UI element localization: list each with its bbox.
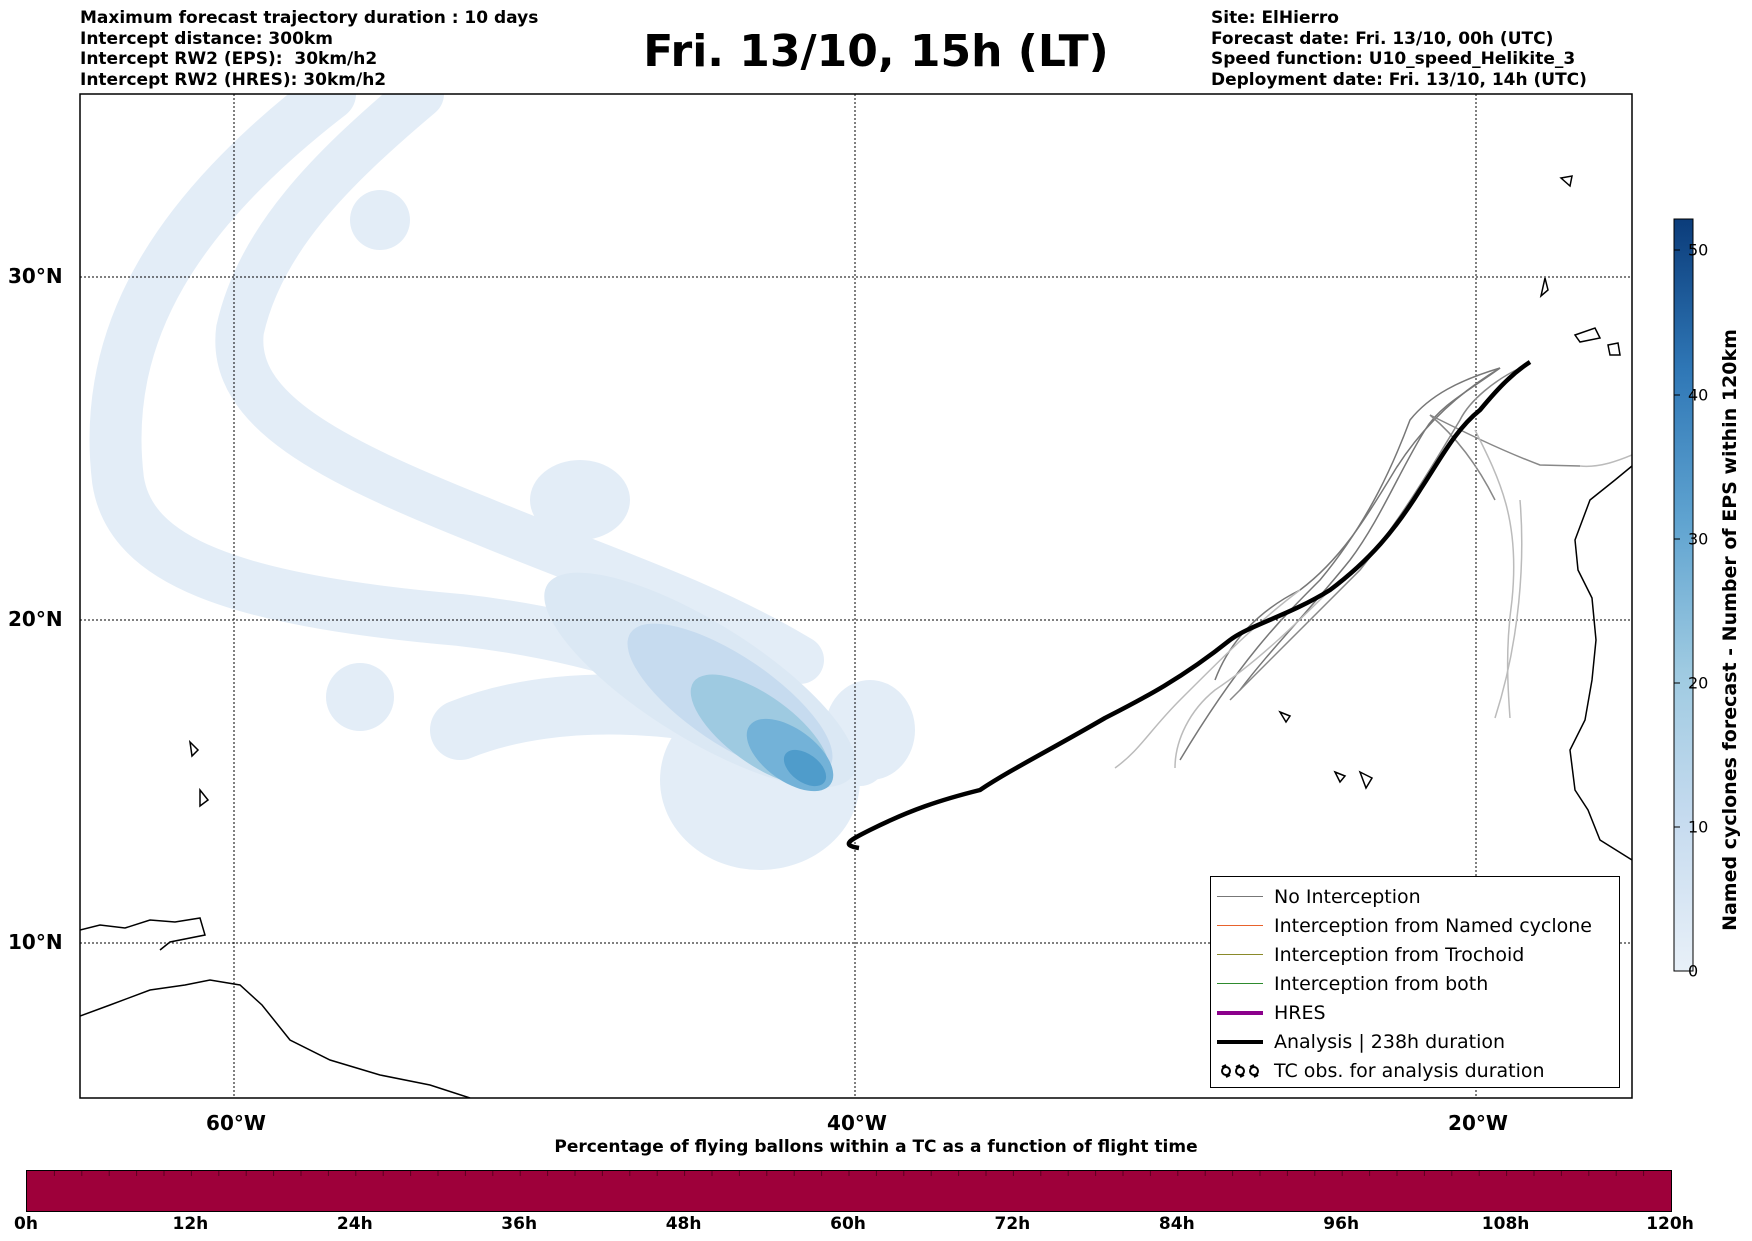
- colorbar-tick-0: 0: [1688, 961, 1699, 981]
- time-bar: [26, 1170, 1672, 1212]
- legend-label: Interception from Trochoid: [1274, 943, 1525, 966]
- colorbar-tick-40: 40: [1688, 385, 1709, 405]
- info-left-line: Maximum forecast trajectory duration : 1…: [80, 8, 539, 28]
- time-label: 108h: [1481, 1214, 1530, 1234]
- colorbar-ticks: [1674, 249, 1680, 972]
- legend-item-trochoid: Interception from Trochoid: [1211, 940, 1619, 969]
- time-label: 84h: [1158, 1214, 1195, 1234]
- cyclone-density-field: [89, 94, 915, 870]
- coastlines: [80, 175, 1632, 1098]
- lon-label-40w: 40°W: [827, 1111, 887, 1135]
- time-label: 36h: [501, 1214, 538, 1234]
- time-bar-title: Percentage of flying ballons within a TC…: [554, 1137, 1198, 1157]
- time-label: 0h: [14, 1214, 38, 1234]
- time-label: 60h: [830, 1214, 866, 1234]
- legend-label: Interception from Named cyclone: [1274, 914, 1592, 937]
- tc-symbol-icon: [1221, 1064, 1259, 1078]
- info-right-line: Site: ElHierro: [1211, 8, 1339, 28]
- legend-item-both: Interception from both: [1211, 969, 1619, 998]
- legend-item-no-interception: No Interception: [1211, 882, 1619, 911]
- info-left-line: Intercept RW2 (HRES): 30km/h2: [80, 69, 387, 90]
- legend-item-tc-obs: TC obs. for analysis duration: [1211, 1056, 1619, 1085]
- legend-item-analysis: Analysis | 238h duration: [1211, 1027, 1619, 1056]
- legend-label: No Interception: [1274, 885, 1421, 908]
- trajectories-no-interception: [1114, 367, 1632, 769]
- map-title: Fri. 13/10, 15h (LT): [643, 26, 1109, 77]
- legend-line-icon: [1217, 925, 1263, 926]
- lon-label-60w: 60°W: [206, 1111, 266, 1135]
- lat-label-20n: 20°N: [8, 607, 63, 631]
- colorbar-tick-20: 20: [1688, 673, 1709, 693]
- time-label: 48h: [665, 1214, 702, 1234]
- analysis-trajectory: [846, 360, 1532, 851]
- time-label: 120h: [1646, 1214, 1694, 1234]
- info-left-line: Intercept distance: 300km: [80, 28, 333, 49]
- time-label: 24h: [336, 1214, 373, 1234]
- legend-label: TC obs. for analysis duration: [1274, 1059, 1545, 1082]
- legend-label: Analysis | 238h duration: [1274, 1030, 1506, 1053]
- legend-line-icon: [1217, 896, 1263, 897]
- time-label: 12h: [172, 1214, 209, 1234]
- map-legend: No Interception Interception from Named …: [1210, 876, 1620, 1088]
- info-left-line: Intercept RW2 (EPS): 30km/h2: [80, 49, 378, 69]
- legend-item-named-cyclone: Interception from Named cyclone: [1211, 911, 1619, 940]
- lon-label-20w: 20°W: [1448, 1111, 1508, 1135]
- info-left: Maximum forecast trajectory duration : 1…: [80, 8, 538, 90]
- map-frame: [79, 93, 1633, 1099]
- time-label: 72h: [994, 1214, 1031, 1234]
- legend-line-icon: [1217, 983, 1263, 984]
- legend-line-icon: [1217, 1010, 1263, 1015]
- info-right-line: Forecast date: Fri. 13/10, 00h (UTC): [1211, 28, 1554, 49]
- time-bar-ticks: [53, 1171, 1645, 1176]
- info-right-line: Speed function: U10_speed_Helikite_3: [1211, 49, 1576, 69]
- colorbar: [1673, 218, 1694, 972]
- lat-label-30n: 30°N: [8, 264, 63, 288]
- legend-line-icon: [1217, 1039, 1263, 1044]
- lat-label-10n: 10°N: [8, 930, 63, 954]
- colorbar-title: Named cyclones forecast - Number of EPS …: [1719, 329, 1741, 931]
- colorbar-tick-50: 50: [1688, 240, 1709, 260]
- colorbar-tick-10: 10: [1688, 817, 1709, 837]
- colorbar-tick-30: 30: [1688, 529, 1709, 549]
- legend-item-hres: HRES: [1211, 998, 1619, 1027]
- time-label: 96h: [1323, 1214, 1360, 1234]
- legend-line-icon: [1217, 954, 1263, 955]
- info-right-line: Deployment date: Fri. 13/10, 14h (UTC): [1211, 69, 1587, 90]
- legend-label: HRES: [1274, 1001, 1326, 1024]
- info-right: Site: ElHierro Forecast date: Fri. 13/10,…: [1211, 8, 1587, 90]
- legend-label: Interception from both: [1274, 972, 1489, 995]
